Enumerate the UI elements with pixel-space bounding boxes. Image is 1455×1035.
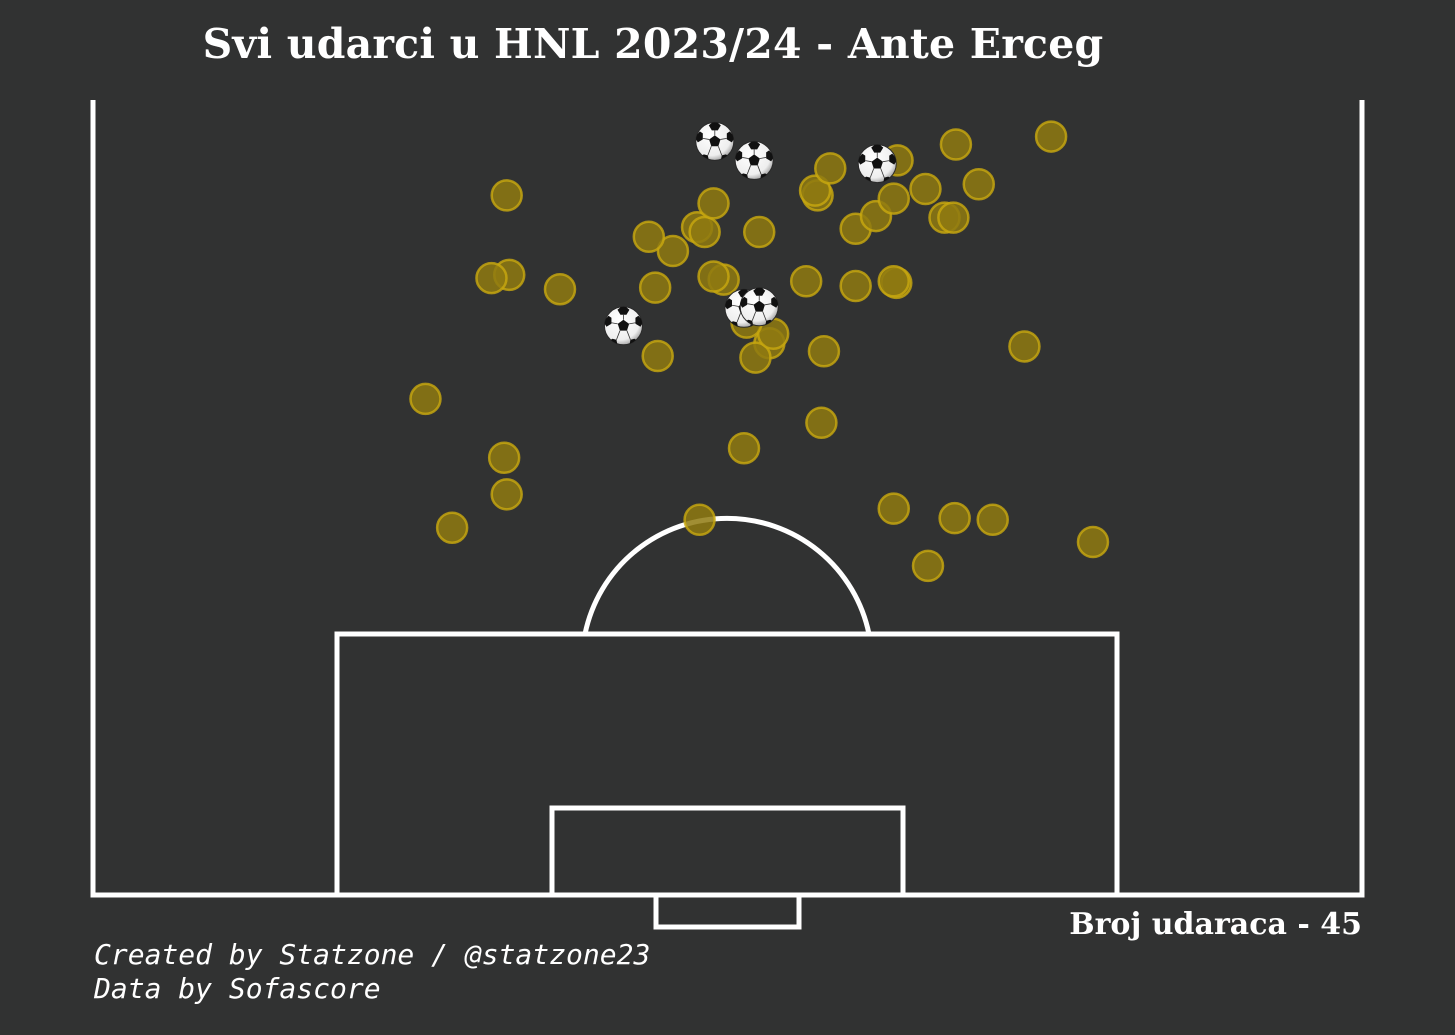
shot-marker xyxy=(632,220,666,253)
shot-marker xyxy=(688,215,721,249)
shot-marker xyxy=(911,549,945,583)
credit-data-source: Data by Sofascore xyxy=(94,972,381,1005)
shot-marker xyxy=(543,272,577,306)
goal xyxy=(653,892,802,930)
shot-marker xyxy=(814,152,847,185)
shot-marker xyxy=(742,215,776,249)
shot-marker xyxy=(490,179,523,212)
shot-marker xyxy=(739,341,772,374)
touchline-and-goal-line xyxy=(90,100,1365,898)
penalty-area xyxy=(334,631,1120,898)
shot-marker xyxy=(976,503,1009,537)
shot-marker xyxy=(938,501,971,535)
shot-marker xyxy=(1034,120,1068,153)
six-yard-box xyxy=(549,805,906,898)
pitch-lines xyxy=(90,100,1365,930)
soccer-ball-icon xyxy=(603,305,643,347)
shot-marker xyxy=(789,265,823,298)
shot-marker xyxy=(490,478,523,511)
shot-marker xyxy=(435,511,469,544)
shot-marker xyxy=(877,492,910,525)
shot-marker xyxy=(962,168,996,201)
shot-marker xyxy=(877,265,910,298)
page-title: Svi udarci u HNL 2023/24 - Ante Erceg xyxy=(202,20,1104,68)
shot-marker xyxy=(939,128,973,161)
shot-marker xyxy=(409,382,442,416)
credit-created-by: Created by Statzone / @statzone23 xyxy=(94,938,651,971)
shot-marker xyxy=(475,261,508,295)
shot-marker xyxy=(641,339,674,373)
shot-marker xyxy=(839,269,872,303)
shot-marker xyxy=(805,406,838,440)
shot-marker xyxy=(697,187,730,220)
shot-marker xyxy=(697,260,730,293)
shot-marker xyxy=(937,201,970,234)
shot-count-label: Broj udaraca - 45 xyxy=(1069,907,1362,942)
shot-marker xyxy=(727,431,761,465)
shots-layer xyxy=(409,120,1110,583)
shot-marker xyxy=(877,182,910,215)
penalty-arc xyxy=(582,515,872,635)
shot-marker xyxy=(683,503,716,537)
soccer-ball-icon xyxy=(734,139,774,181)
shot-marker xyxy=(656,234,690,268)
shot-marker xyxy=(807,334,841,368)
shot-marker xyxy=(909,172,942,206)
shot-marker xyxy=(1076,525,1110,559)
shot-marker xyxy=(798,174,832,207)
shot-marker xyxy=(1008,330,1041,363)
soccer-ball-icon xyxy=(695,120,735,162)
shot-marker xyxy=(638,271,672,304)
shot-marker xyxy=(487,441,521,474)
